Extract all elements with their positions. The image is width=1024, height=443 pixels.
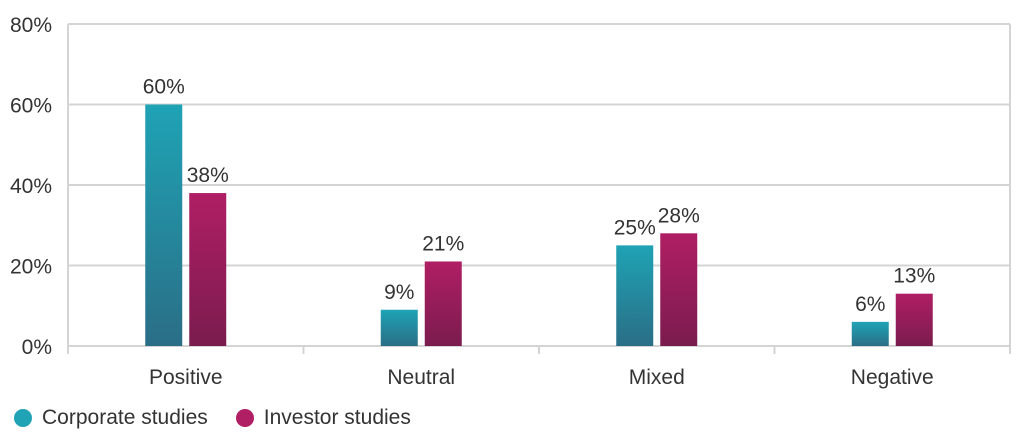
data-label-corporate: 60% <box>143 76 185 99</box>
legend: Corporate studies Investor studies <box>14 406 439 430</box>
bar-corporate <box>145 104 183 346</box>
x-category-label: Positive <box>149 366 223 389</box>
y-tick-label: 60% <box>10 95 52 118</box>
data-label-investor: 38% <box>187 164 229 187</box>
bar-investor <box>189 193 227 346</box>
bar-corporate <box>851 321 889 346</box>
data-labels: 60% 9% 25% 6% 38% 21% 28% 13% <box>143 76 936 316</box>
y-tick-label: 20% <box>10 256 52 279</box>
y-tick-label: 0% <box>22 336 52 359</box>
data-label-corporate: 6% <box>855 293 885 316</box>
data-label-investor: 13% <box>893 265 935 288</box>
x-category-label: Neutral <box>387 366 455 389</box>
bars <box>145 104 933 346</box>
y-tick-label: 40% <box>10 175 52 198</box>
bar-investor <box>660 233 698 346</box>
x-category-label: Negative <box>851 366 934 389</box>
data-label-corporate: 9% <box>384 281 414 304</box>
bar-corporate <box>616 245 654 346</box>
legend-item-investor: Investor studies <box>235 406 411 430</box>
legend-label-corporate: Corporate studies <box>42 406 208 429</box>
y-tick-label: 80% <box>10 14 52 37</box>
data-label-investor: 28% <box>658 204 700 227</box>
legend-item-corporate: Corporate studies <box>14 406 208 430</box>
legend-swatch-corporate <box>14 409 32 427</box>
x-category-label: Mixed <box>629 366 685 389</box>
bar-corporate <box>380 309 418 346</box>
bar-investor <box>895 293 933 346</box>
data-label-investor: 21% <box>422 232 464 255</box>
legend-swatch-investor <box>235 409 254 427</box>
legend-label-investor: Investor studies <box>263 406 411 429</box>
data-label-corporate: 25% <box>614 216 656 239</box>
bar-investor <box>424 261 462 346</box>
axes: 0% 20% 40% 60% 80% Positive Neutral Mixed Negati… <box>10 14 1011 389</box>
